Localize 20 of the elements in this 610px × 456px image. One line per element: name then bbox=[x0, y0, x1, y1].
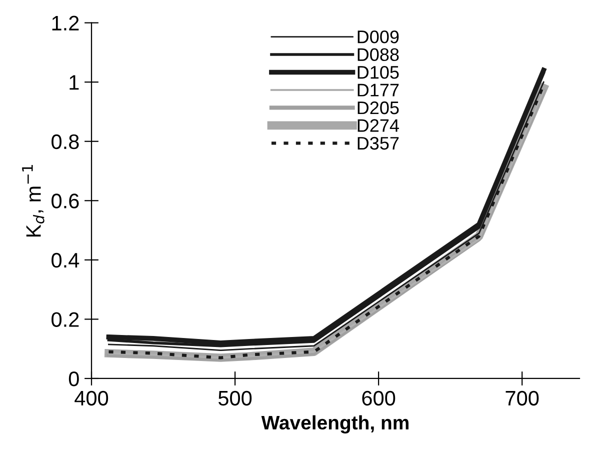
y-tick-label: 0.4 bbox=[52, 252, 80, 268]
x-tick-label: 400 bbox=[74, 390, 108, 406]
legend-label: D009 bbox=[358, 30, 399, 44]
y-tick-label: 0.6 bbox=[52, 194, 79, 208]
y-axis-title: K$_{d}$, m$^{−1}$ bbox=[22, 165, 44, 237]
y-tick-label: 0.8 bbox=[52, 134, 79, 150]
legend-label: D177 bbox=[358, 84, 399, 96]
legend-label: D357 bbox=[358, 136, 399, 150]
y-tick-label: 0.2 bbox=[52, 312, 79, 327]
y-tick-label: 0 bbox=[68, 371, 79, 386]
y-tick-label: 1.2 bbox=[52, 16, 79, 30]
legend-label: D105 bbox=[358, 66, 399, 79]
x-tick-label: 600 bbox=[362, 390, 396, 406]
x-tick-label: 700 bbox=[506, 390, 539, 406]
y-tick-label: 1 bbox=[70, 75, 79, 90]
legend-label: D088 bbox=[358, 48, 399, 62]
x-tick-label: 500 bbox=[218, 390, 252, 406]
x-axis-title: Wavelength, nm bbox=[261, 415, 408, 434]
legend-label: D205 bbox=[358, 101, 399, 114]
legend-label: D274 bbox=[358, 119, 399, 132]
